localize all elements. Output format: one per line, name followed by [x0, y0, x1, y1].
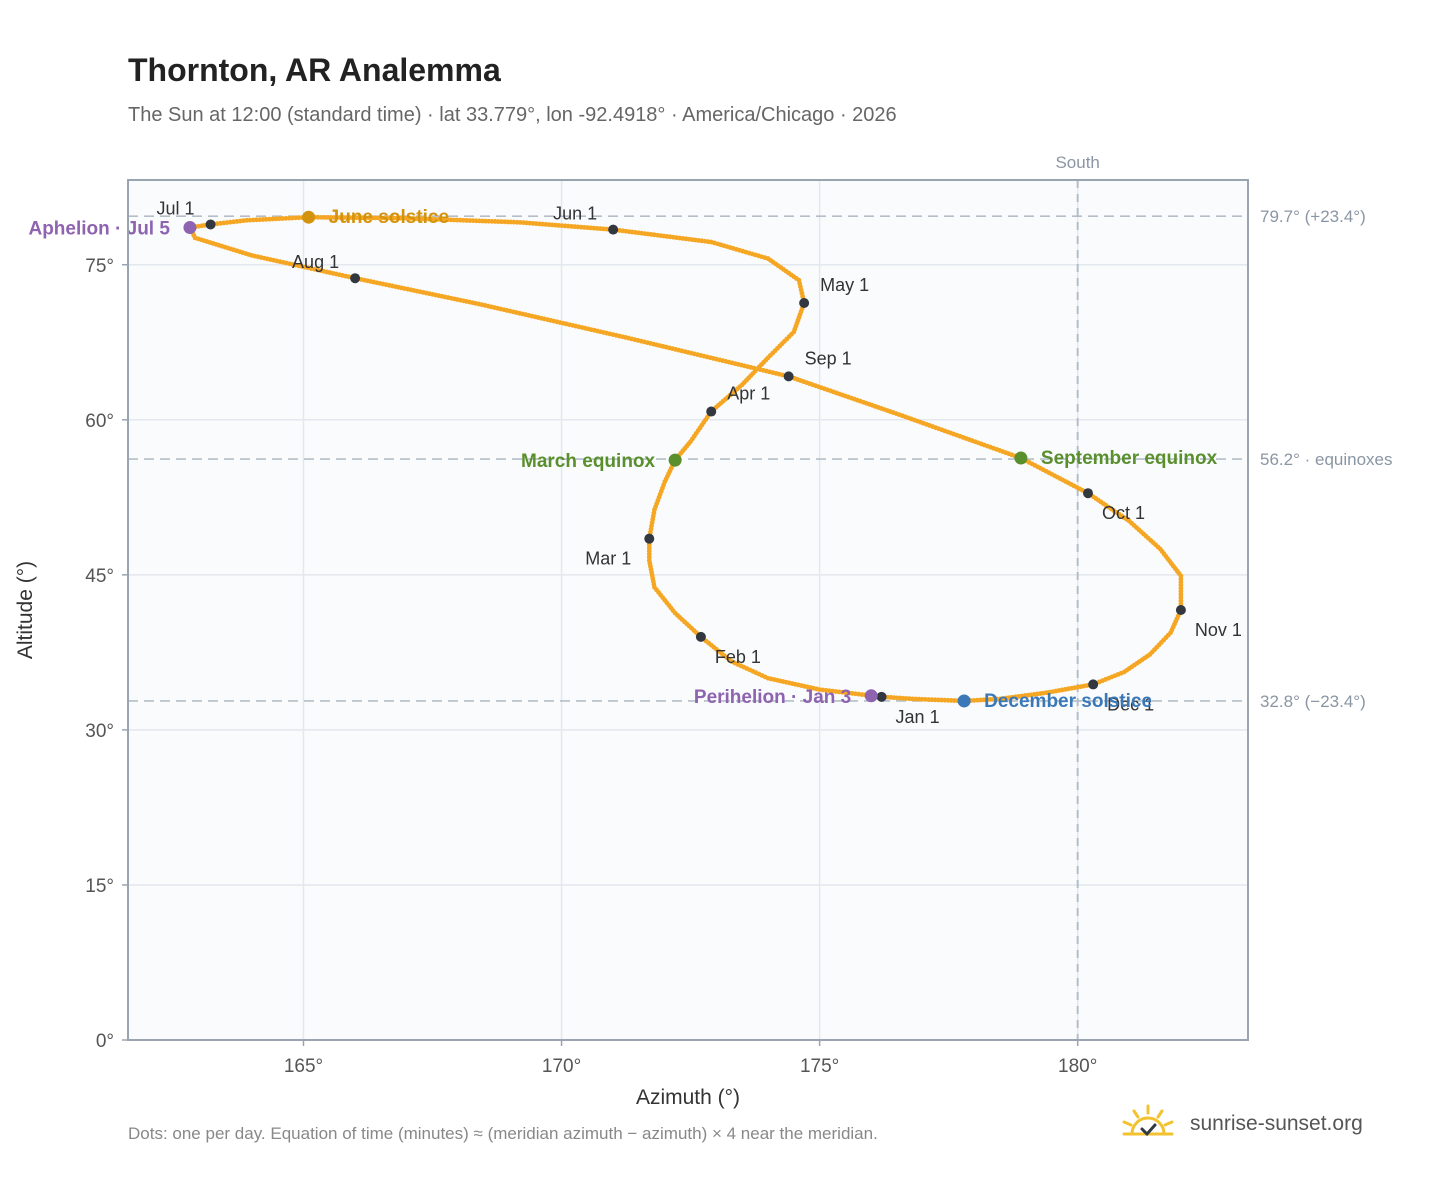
month-marker-dot: [1088, 679, 1099, 690]
month-marker-dot: [350, 273, 361, 284]
month-marker-dot: [1083, 488, 1093, 499]
month-marker-dot: [608, 224, 619, 235]
month-marker-dot: [1175, 605, 1186, 615]
month-marker-label: Jun 1: [553, 204, 597, 224]
month-marker-dot: [799, 298, 810, 309]
axis-ticks: 165° 170° 175° 180° 0° 15° 30° 45° 60° 75°: [85, 256, 1097, 1077]
brand[interactable]: sunrise-sunset.org: [1120, 1100, 1410, 1150]
event-marker-label: December solstice: [984, 691, 1152, 712]
x-tick-label: 170°: [542, 1056, 581, 1077]
grid: [128, 180, 1248, 1040]
event-marker-dot: [668, 453, 682, 467]
y-tick-label: 60°: [85, 411, 114, 432]
month-marker-label: Feb 1: [715, 647, 761, 667]
event-marker-label: June solstice: [329, 207, 449, 228]
month-marker-label: Jan 1: [896, 707, 940, 727]
y-axis-label: Altitude (°): [14, 561, 37, 659]
month-marker-dot: [706, 406, 717, 417]
chart-title: Thornton, AR Analemma: [128, 52, 501, 88]
month-markers: Jan 1 Feb 1 Mar 1 Apr 1 May 1 Jun 1 Jul 1 Aug 1…: [157, 198, 1242, 726]
plot-frame: [127, 179, 1249, 1041]
event-marker-dot: [302, 210, 316, 224]
reference-label: 56.2° · equinoxes: [1260, 450, 1393, 469]
event-marker-dot: [183, 221, 197, 235]
month-marker-dot: [644, 533, 655, 544]
month-marker-label: Mar 1: [585, 549, 631, 569]
month-marker-label: Sep 1: [805, 348, 852, 368]
y-tick-label: 75°: [85, 256, 114, 277]
month-marker-label: Dec 1: [1107, 694, 1154, 714]
event-marker-dot: [1014, 451, 1028, 465]
month-marker-dot: [783, 371, 794, 382]
month-marker-dot: [205, 219, 216, 230]
y-tick-label: 15°: [85, 876, 114, 897]
month-marker-label: Aug 1: [292, 252, 339, 272]
sun-logo-icon: [1122, 1104, 1174, 1137]
month-marker-label: Oct 1: [1102, 503, 1145, 523]
y-tick-label: 0°: [96, 1031, 114, 1052]
month-marker-label: Nov 1: [1195, 620, 1242, 640]
x-tick-label: 180°: [1058, 1056, 1097, 1077]
south-label: South: [1055, 153, 1099, 172]
reference-label: 32.8° (−23.4°): [1260, 692, 1366, 711]
y-tick-label: 45°: [85, 566, 114, 587]
month-marker-dot: [695, 631, 706, 642]
reference-lines: South 79.7° (+23.4°) 56.2° · equinoxes 32.8…: [128, 153, 1393, 1040]
y-tick-label: 30°: [85, 721, 114, 742]
x-tick-label: 175°: [800, 1056, 839, 1077]
x-axis-label: Azimuth (°): [636, 1086, 740, 1109]
event-marker-dot: [957, 694, 971, 708]
month-marker-dot: [876, 691, 887, 702]
brand-name[interactable]: sunrise-sunset.org: [1190, 1112, 1363, 1135]
month-marker-label: Jul 1: [157, 198, 195, 218]
event-markers: June solstice March equinox September equi…: [28, 207, 1217, 712]
event-marker-dot: [864, 689, 878, 703]
event-marker-label: September equinox: [1041, 448, 1218, 469]
event-marker-label: Aphelion · Jul 5: [28, 219, 170, 240]
event-marker-label: Perihelion · Jan 3: [694, 687, 851, 708]
month-marker-label: May 1: [820, 275, 869, 295]
x-tick-label: 165°: [284, 1056, 323, 1077]
reference-label: 79.7° (+23.4°): [1260, 207, 1366, 226]
footnote: Dots: one per day. Equation of time (min…: [128, 1124, 878, 1143]
chart-subtitle: The Sun at 12:00 (standard time) · lat 3…: [128, 104, 897, 126]
event-marker-label: March equinox: [521, 451, 656, 472]
analemma-curve: [187, 214, 1184, 704]
plot-area: [128, 180, 1248, 1040]
month-marker-label: Apr 1: [727, 384, 770, 404]
